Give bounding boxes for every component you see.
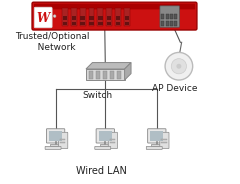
- FancyBboxPatch shape: [97, 8, 103, 26]
- Circle shape: [171, 59, 186, 74]
- FancyBboxPatch shape: [125, 22, 129, 25]
- FancyBboxPatch shape: [160, 6, 180, 27]
- FancyBboxPatch shape: [80, 16, 85, 20]
- FancyBboxPatch shape: [150, 131, 163, 141]
- FancyBboxPatch shape: [146, 146, 162, 149]
- FancyBboxPatch shape: [116, 16, 120, 20]
- FancyBboxPatch shape: [96, 129, 114, 143]
- Text: AP Device: AP Device: [152, 84, 198, 93]
- Text: Switch: Switch: [83, 91, 113, 100]
- FancyBboxPatch shape: [108, 132, 117, 149]
- FancyBboxPatch shape: [174, 14, 177, 19]
- FancyBboxPatch shape: [166, 21, 168, 26]
- Polygon shape: [86, 69, 125, 80]
- Circle shape: [165, 52, 193, 80]
- FancyBboxPatch shape: [62, 8, 68, 26]
- Text: Wired LAN: Wired LAN: [76, 166, 127, 176]
- FancyBboxPatch shape: [115, 8, 121, 26]
- FancyBboxPatch shape: [161, 139, 167, 140]
- FancyBboxPatch shape: [160, 132, 169, 149]
- FancyBboxPatch shape: [80, 22, 85, 25]
- Circle shape: [53, 15, 56, 17]
- FancyBboxPatch shape: [161, 142, 167, 144]
- Text: Trusted/Optional
   Network: Trusted/Optional Network: [15, 32, 89, 52]
- FancyBboxPatch shape: [80, 8, 86, 26]
- FancyBboxPatch shape: [71, 8, 77, 26]
- FancyBboxPatch shape: [89, 16, 94, 20]
- FancyBboxPatch shape: [107, 16, 111, 20]
- FancyBboxPatch shape: [170, 14, 173, 19]
- FancyBboxPatch shape: [109, 142, 115, 144]
- FancyBboxPatch shape: [174, 21, 177, 26]
- FancyBboxPatch shape: [98, 22, 102, 25]
- FancyBboxPatch shape: [161, 14, 164, 19]
- FancyBboxPatch shape: [170, 21, 173, 26]
- FancyBboxPatch shape: [89, 22, 94, 25]
- FancyBboxPatch shape: [106, 8, 112, 26]
- FancyBboxPatch shape: [117, 71, 121, 79]
- FancyBboxPatch shape: [60, 139, 66, 140]
- FancyBboxPatch shape: [116, 22, 120, 25]
- FancyBboxPatch shape: [98, 16, 102, 20]
- Polygon shape: [86, 63, 131, 69]
- FancyBboxPatch shape: [89, 8, 94, 26]
- FancyBboxPatch shape: [59, 132, 68, 149]
- FancyBboxPatch shape: [166, 14, 168, 19]
- FancyBboxPatch shape: [107, 22, 111, 25]
- FancyBboxPatch shape: [32, 2, 197, 30]
- FancyBboxPatch shape: [95, 146, 111, 149]
- FancyBboxPatch shape: [109, 139, 115, 140]
- FancyBboxPatch shape: [161, 21, 164, 26]
- FancyBboxPatch shape: [49, 131, 62, 141]
- FancyBboxPatch shape: [72, 22, 76, 25]
- FancyBboxPatch shape: [151, 144, 162, 146]
- FancyBboxPatch shape: [50, 144, 61, 146]
- FancyBboxPatch shape: [110, 71, 114, 79]
- FancyBboxPatch shape: [103, 71, 107, 79]
- FancyBboxPatch shape: [96, 71, 100, 79]
- FancyBboxPatch shape: [63, 16, 67, 20]
- FancyBboxPatch shape: [89, 71, 93, 79]
- Polygon shape: [125, 63, 131, 80]
- Text: W: W: [37, 12, 50, 25]
- FancyBboxPatch shape: [34, 7, 52, 28]
- FancyBboxPatch shape: [63, 22, 67, 25]
- FancyBboxPatch shape: [148, 129, 166, 143]
- FancyBboxPatch shape: [34, 4, 195, 9]
- FancyBboxPatch shape: [125, 16, 129, 20]
- FancyBboxPatch shape: [124, 8, 130, 26]
- FancyBboxPatch shape: [99, 131, 112, 141]
- FancyBboxPatch shape: [60, 142, 66, 144]
- FancyBboxPatch shape: [47, 129, 65, 143]
- FancyBboxPatch shape: [72, 16, 76, 20]
- FancyBboxPatch shape: [100, 144, 111, 146]
- Circle shape: [176, 64, 181, 69]
- FancyBboxPatch shape: [45, 146, 61, 149]
